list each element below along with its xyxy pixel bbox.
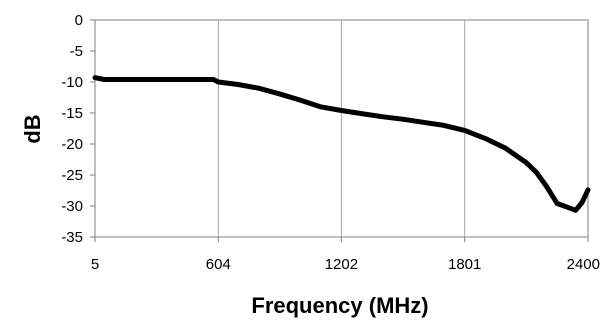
y-tick-label: -30 xyxy=(61,198,83,215)
y-tick-label: -20 xyxy=(61,136,83,153)
x-tick-label: 604 xyxy=(206,256,231,273)
axes xyxy=(90,19,589,242)
y-tick-label: -10 xyxy=(61,74,83,91)
y-axis-title: dB xyxy=(20,114,45,143)
y-tick-label: -5 xyxy=(70,43,83,60)
y-tick-label: -15 xyxy=(61,105,83,122)
series-line xyxy=(92,75,591,213)
x-axis-title: Frequency (MHz) xyxy=(251,293,428,318)
y-tick-label: -35 xyxy=(61,229,83,246)
series-layer xyxy=(92,75,591,213)
x-tick-label: 1202 xyxy=(325,256,358,273)
x-tick-label: 5 xyxy=(91,256,99,273)
y-tick-labels: 0 -5 -10 -15 -20 -25 -30 -35 xyxy=(61,12,83,246)
x-tick-label: 2400 xyxy=(567,256,600,273)
x-tick-label: 1801 xyxy=(448,256,481,273)
x-tick-labels: 5 604 1202 1801 2400 xyxy=(91,256,600,273)
y-tick-label: 0 xyxy=(75,12,83,29)
y-tick-label: -25 xyxy=(61,167,83,184)
